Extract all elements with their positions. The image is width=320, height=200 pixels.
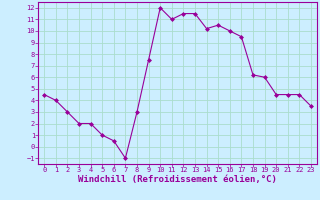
X-axis label: Windchill (Refroidissement éolien,°C): Windchill (Refroidissement éolien,°C) [78,175,277,184]
